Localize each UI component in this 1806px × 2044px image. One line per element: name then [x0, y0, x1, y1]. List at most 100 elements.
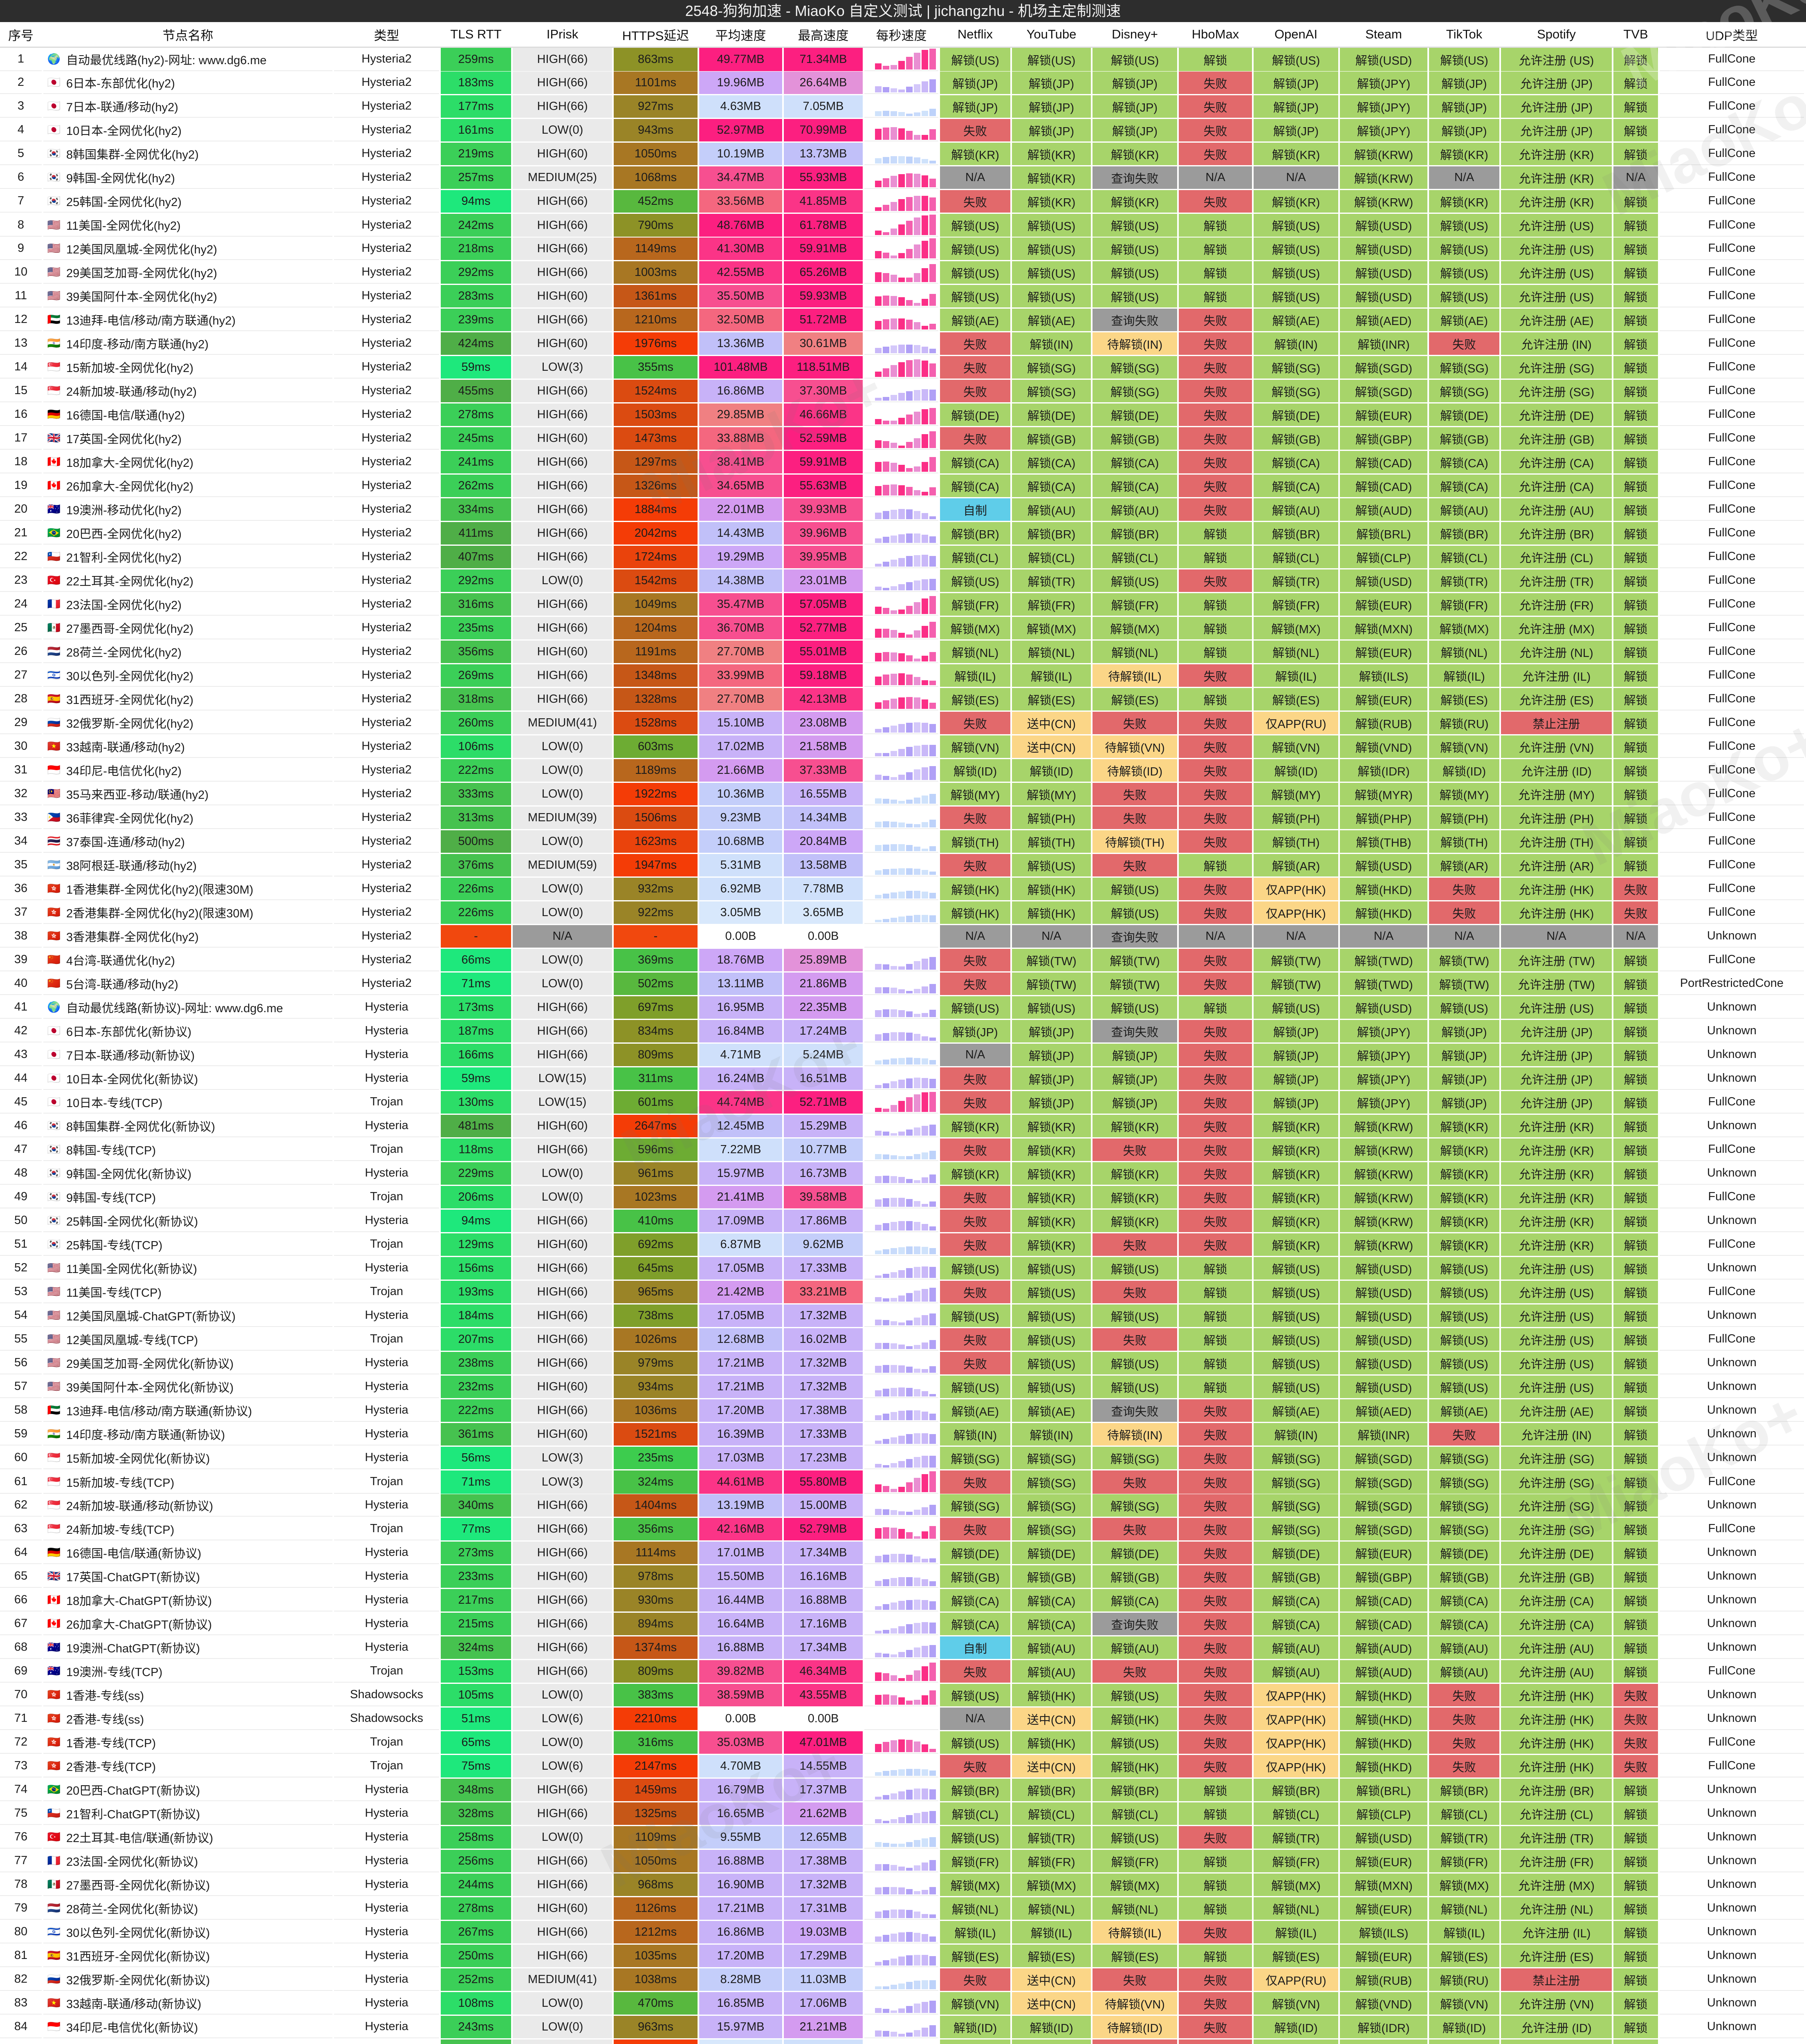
table-row: 38 🇭🇰 3香港集群-全网优化(hy2) Hysteria2- N/A -0.00B 0.…: [0, 925, 1806, 948]
cell-netflix: 解锁(US): [940, 285, 1010, 307]
cell-openai: 解锁(KR): [1254, 1186, 1338, 1208]
cell-udp-type: Unknown: [1660, 1921, 1804, 1943]
cell-spotify: 允许注册 (ID): [1501, 759, 1612, 782]
cell-iprisk: HIGH(66): [513, 1494, 612, 1517]
cell-udp-type: Unknown: [1660, 1423, 1804, 1446]
cell-node-name: 🇨🇦 26加拿大-全网优化(hy2): [43, 475, 332, 497]
cell-netflix: 失败: [940, 1210, 1010, 1232]
cell-spotify: 允许注册 (US): [1501, 1257, 1612, 1280]
table-row: 18 🇨🇦 18加拿大-全网优化(hy2) Hysteria2 241ms HIGH(66…: [0, 451, 1806, 473]
cell-youtube: 解锁(AE): [1012, 1399, 1091, 1422]
cell-max-speed: 17.38MB: [784, 1850, 863, 1872]
cell-protocol-type: Hysteria2: [334, 451, 439, 473]
cell-disney: 解锁(BR): [1093, 522, 1177, 545]
cell-index: 81: [0, 1945, 42, 1967]
cell-avg-speed: 33.99MB: [699, 664, 782, 687]
flag-icon: 🇭🇰: [47, 906, 61, 918]
cell-hbomax: 解锁: [1179, 48, 1252, 71]
cell-disney: 待解锁(VN): [1093, 1992, 1177, 2015]
cell-node-name: 🇭🇰 2香港-专线(TCP): [43, 1755, 332, 1777]
cell-netflix: 解锁(US): [940, 48, 1010, 71]
table-row: 5 🇰🇷 8韩国集群-全网优化(hy2) Hysteria2 219ms HIGH(60)…: [0, 143, 1806, 165]
cell-iprisk: LOW(3): [513, 1447, 612, 1469]
cell-spotify: 允许注册 (GB): [1501, 427, 1612, 450]
cell-udp-type: FullCone: [1660, 878, 1804, 900]
cell-udp-type: FullCone: [1660, 380, 1804, 402]
table-row: 56 🇺🇸 29美国芝加哥-全网优化(新协议) Hysteria 238ms HIGH(6…: [0, 1352, 1806, 1374]
cell-udp-type: FullCone: [1660, 1518, 1804, 1540]
cell-index: 23: [0, 569, 42, 592]
cell-tvb: 解锁: [1613, 72, 1658, 94]
cell-disney: 失败: [1093, 1518, 1177, 1540]
flag-icon: 🇨🇦: [47, 455, 61, 468]
cell-udp-type: FullCone: [1660, 119, 1804, 141]
cell-max-speed: 57.05MB: [784, 593, 863, 616]
cell-tvb: 解锁: [1613, 1494, 1658, 1517]
node-name-text: 6日本-东部优化(hy2): [66, 77, 175, 90]
cell-hbomax: 失败: [1179, 783, 1252, 805]
cell-avg-speed: 44.74MB: [699, 1091, 782, 1114]
cell-iprisk: HIGH(66): [513, 1921, 612, 1943]
cell-node-name: 🇮🇳 14印度-移动/南方联通(新协议): [43, 1423, 332, 1446]
table-row: 12 🇦🇪 13迪拜-电信/移动/南方联通(hy2) Hysteria2 239ms HI…: [0, 309, 1806, 331]
cell-udp-type: FullCone: [1660, 807, 1804, 829]
cell-tls-rtt: 161ms: [441, 119, 511, 141]
cell-openai: 解锁(BR): [1254, 1779, 1338, 1801]
cell-node-name: 🇹🇷 22土耳其-全网优化(hy2): [43, 569, 332, 592]
cell-disney: 解锁(BR): [1093, 1779, 1177, 1801]
cell-hbomax: 失败: [1179, 1139, 1252, 1161]
cell-tiktok: 解锁(SG): [1429, 1470, 1499, 1494]
cell-spotify: 允许注册 (HK): [1501, 1755, 1612, 1777]
cell-tls-rtt: 361ms: [441, 1423, 511, 1446]
cell-disney: 解锁(US): [1093, 1304, 1177, 1327]
speed-sparkline: [864, 1376, 938, 1398]
cell-tiktok: 解锁(JP): [1429, 119, 1499, 141]
cell-hbomax: 解锁: [1179, 1328, 1252, 1351]
cell-iprisk: HIGH(66): [513, 1613, 612, 1635]
node-name-text: 35马来西亚-移动/联通(新协议): [66, 2042, 225, 2044]
cell-max-speed: 14.34MB: [784, 807, 863, 829]
cell-tvb: 解锁: [1613, 403, 1658, 426]
cell-disney: 解锁(US): [1093, 1826, 1177, 1849]
cell-tls-rtt: 71ms: [441, 973, 511, 995]
cell-index: 48: [0, 1162, 42, 1185]
speed-sparkline: [864, 1518, 938, 1540]
col-header-youtube: YouTube: [1026, 27, 1077, 41]
cell-spotify: 允许注册 (CL): [1501, 1802, 1612, 1825]
cell-node-name: 🇯🇵 6日本-东部优化(hy2): [43, 72, 332, 94]
table-row: 73 🇭🇰 2香港-专线(TCP) Trojan 75ms LOW(6) 2147ms 4.7…: [0, 1755, 1806, 1777]
speed-sparkline: [864, 1423, 938, 1446]
cell-disney: 解锁(JP): [1093, 95, 1177, 118]
cell-youtube: 解锁(IL): [1012, 664, 1091, 687]
speed-sparkline: [864, 617, 938, 639]
cell-iprisk: LOW(3): [513, 1470, 612, 1494]
cell-disney: 解锁(US): [1093, 1376, 1177, 1398]
cell-https-delay: 1049ms: [614, 593, 698, 616]
cell-netflix: 失败: [940, 712, 1010, 734]
cell-hbomax: 解锁: [1179, 688, 1252, 710]
cell-tls-rtt: 260ms: [441, 712, 511, 734]
cell-https-delay: 932ms: [614, 878, 698, 900]
speed-sparkline: [864, 380, 938, 402]
cell-spotify: 允许注册 (IN): [1501, 332, 1612, 355]
cell-iprisk: HIGH(66): [513, 1874, 612, 1896]
cell-disney: 解锁(FR): [1093, 593, 1177, 616]
node-name-text: 20巴西-ChatGPT(新协议): [66, 1784, 200, 1797]
cell-https-delay: 356ms: [614, 1518, 698, 1540]
node-name-text: 20巴西-全网优化(hy2): [66, 527, 182, 541]
cell-tls-rtt: -: [441, 925, 511, 948]
cell-max-speed: 41.85MB: [784, 190, 863, 213]
cell-youtube: 解锁(ES): [1012, 688, 1091, 710]
node-name-text: 15新加坡-全网优化(新协议): [66, 1452, 210, 1466]
cell-openai: 解锁(FR): [1254, 593, 1338, 616]
cell-netflix: 解锁(US): [940, 1376, 1010, 1398]
cell-youtube: 解锁(CA): [1012, 451, 1091, 473]
node-name-text: 28荷兰-全网优化(hy2): [66, 646, 182, 659]
cell-youtube: 解锁(US): [1012, 1257, 1091, 1280]
cell-https-delay: 965ms: [614, 1281, 698, 1303]
cell-tls-rtt: 226ms: [441, 901, 511, 924]
cell-steam: 解锁(JPY): [1340, 95, 1427, 118]
cell-netflix: 解锁(JP): [940, 72, 1010, 94]
cell-steam: 解锁(JPY): [1340, 1091, 1427, 1114]
cell-tiktok: 解锁(US): [1429, 1376, 1499, 1398]
